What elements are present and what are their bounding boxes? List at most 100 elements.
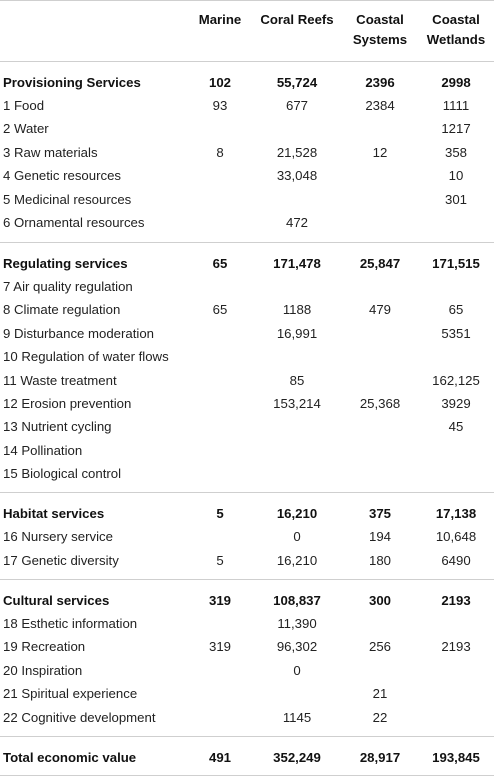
cell-value: 153,214 [273,396,321,411]
section-total-row: Provisioning Services 102 55,724 2396 2998 [0,71,494,94]
cell-value: 25,368 [359,396,401,411]
cell-value: 65 [212,256,228,271]
cell-value: 1188 [282,302,312,317]
cell-value: 180 [368,553,391,568]
table-row: 8 Climate regulation 65 1188 479 65 [0,298,494,321]
section-rule [0,736,494,737]
table-row: 13 Nutrient cycling 45 [0,415,494,438]
row-label: Provisioning Services [3,75,141,90]
section-total-row: Cultural services 319 108,837 300 2193 [0,589,494,612]
cell-value: 25,847 [359,256,401,271]
cell-value: 16,991 [276,326,318,341]
cell-value: 21,528 [276,145,318,160]
table-row: 14 Pollination [0,439,494,462]
row-label: 8 Climate regulation [3,302,121,317]
bottom-rule [0,775,494,776]
table-row: 17 Genetic diversity 5 16,210 180 6490 [0,549,494,572]
column-header-line: Wetlands [426,32,486,47]
cell-value: 5 [216,553,224,568]
row-label: 11 Waste treatment [3,373,117,388]
cell-value: 0 [293,529,301,544]
table-row: 5 Medicinal resources 301 [0,188,494,211]
row-label: Total economic value [3,750,137,765]
cell-value: 2193 [441,593,471,608]
table-row: 7 Air quality regulation [0,275,494,298]
cell-value: 479 [368,302,391,317]
row-label: 1 Food [3,98,45,113]
table-row: 2 Water 1217 [0,117,494,140]
column-header-coastal-systems: Coastal Systems [346,10,414,50]
cell-value: 2396 [365,75,395,90]
cell-value: 193,845 [432,750,480,765]
row-label: 3 Raw materials [3,145,98,160]
cell-value: 16,210 [276,553,318,568]
cell-value: 2384 [365,98,395,113]
column-header-marine: Marine [190,10,250,30]
row-label: 15 Biological control [3,466,122,481]
row-label: 14 Pollination [3,443,83,458]
cell-value: 3929 [441,396,471,411]
row-label: 2 Water [3,121,49,136]
cell-value: 55,724 [276,75,318,90]
row-label: 19 Recreation [3,639,86,654]
cell-value: 6490 [441,553,471,568]
table-row: 19 Recreation 319 96,302 256 2193 [0,635,494,658]
cell-value: 301 [444,192,467,207]
cell-value: 93 [212,98,228,113]
table-row: 11 Waste treatment 85 162,125 [0,369,494,392]
cell-value: 85 [289,373,305,388]
column-header-line: Coastal [432,12,480,27]
cell-value: 352,249 [273,750,321,765]
cell-value: 45 [448,419,464,434]
cell-value: 2998 [441,75,471,90]
top-rule [0,0,494,1]
cell-value: 65 [448,302,464,317]
table-row: 3 Raw materials 8 21,528 12 358 [0,141,494,164]
cell-value: 358 [444,145,467,160]
row-label: 13 Nutrient cycling [3,419,112,434]
total-economic-value-row: Total economic value 491 352,249 28,917 193,… [0,746,494,769]
row-label: Regulating services [3,256,128,271]
cell-value: 1145 [282,710,312,725]
row-label: 4 Genetic resources [3,168,122,183]
cell-value: 319 [208,639,231,654]
column-header-coastal-wetlands: Coastal Wetlands [420,10,492,50]
row-label: 18 Esthetic information [3,616,138,631]
cell-value: 194 [368,529,391,544]
cell-value: 375 [368,506,391,521]
column-header-line: Coastal [356,12,404,27]
table-row: 9 Disturbance moderation 16,991 5351 [0,322,494,345]
table-row: 10 Regulation of water flows [0,345,494,368]
cell-value: 22 [372,710,388,725]
cell-value: 1217 [441,121,471,136]
row-label: 20 Inspiration [3,663,83,678]
row-label: 10 Regulation of water flows [3,349,169,364]
row-label: 7 Air quality regulation [3,279,133,294]
cell-value: 5 [216,506,224,521]
row-label: 21 Spiritual experience [3,686,138,701]
column-header-line: Coral Reefs [260,12,334,27]
cell-value: 102 [208,75,231,90]
row-label: 17 Genetic diversity [3,553,119,568]
row-label: Habitat services [3,506,105,521]
cell-value: 28,917 [359,750,401,765]
cell-value: 171,478 [273,256,321,271]
cell-value: 10 [448,168,464,183]
row-label: 12 Erosion prevention [3,396,132,411]
cell-value: 472 [285,215,308,230]
cell-value: 162,125 [432,373,480,388]
cell-value: 677 [285,98,308,113]
row-label: 5 Medicinal resources [3,192,132,207]
column-header-line: Systems [352,32,408,47]
cell-value: 171,515 [432,256,480,271]
table-row: 1 Food 93 677 2384 1111 [0,94,494,117]
cell-value: 491 [208,750,231,765]
table-row: 22 Cognitive development 1145 22 [0,706,494,729]
column-header-coral-reefs: Coral Reefs [253,10,341,30]
cell-value: 12 [372,145,388,160]
table-row: 12 Erosion prevention 153,214 25,368 3929 [0,392,494,415]
table-row: 15 Biological control [0,462,494,485]
section-rule [0,579,494,580]
column-header-line: Marine [198,12,242,27]
